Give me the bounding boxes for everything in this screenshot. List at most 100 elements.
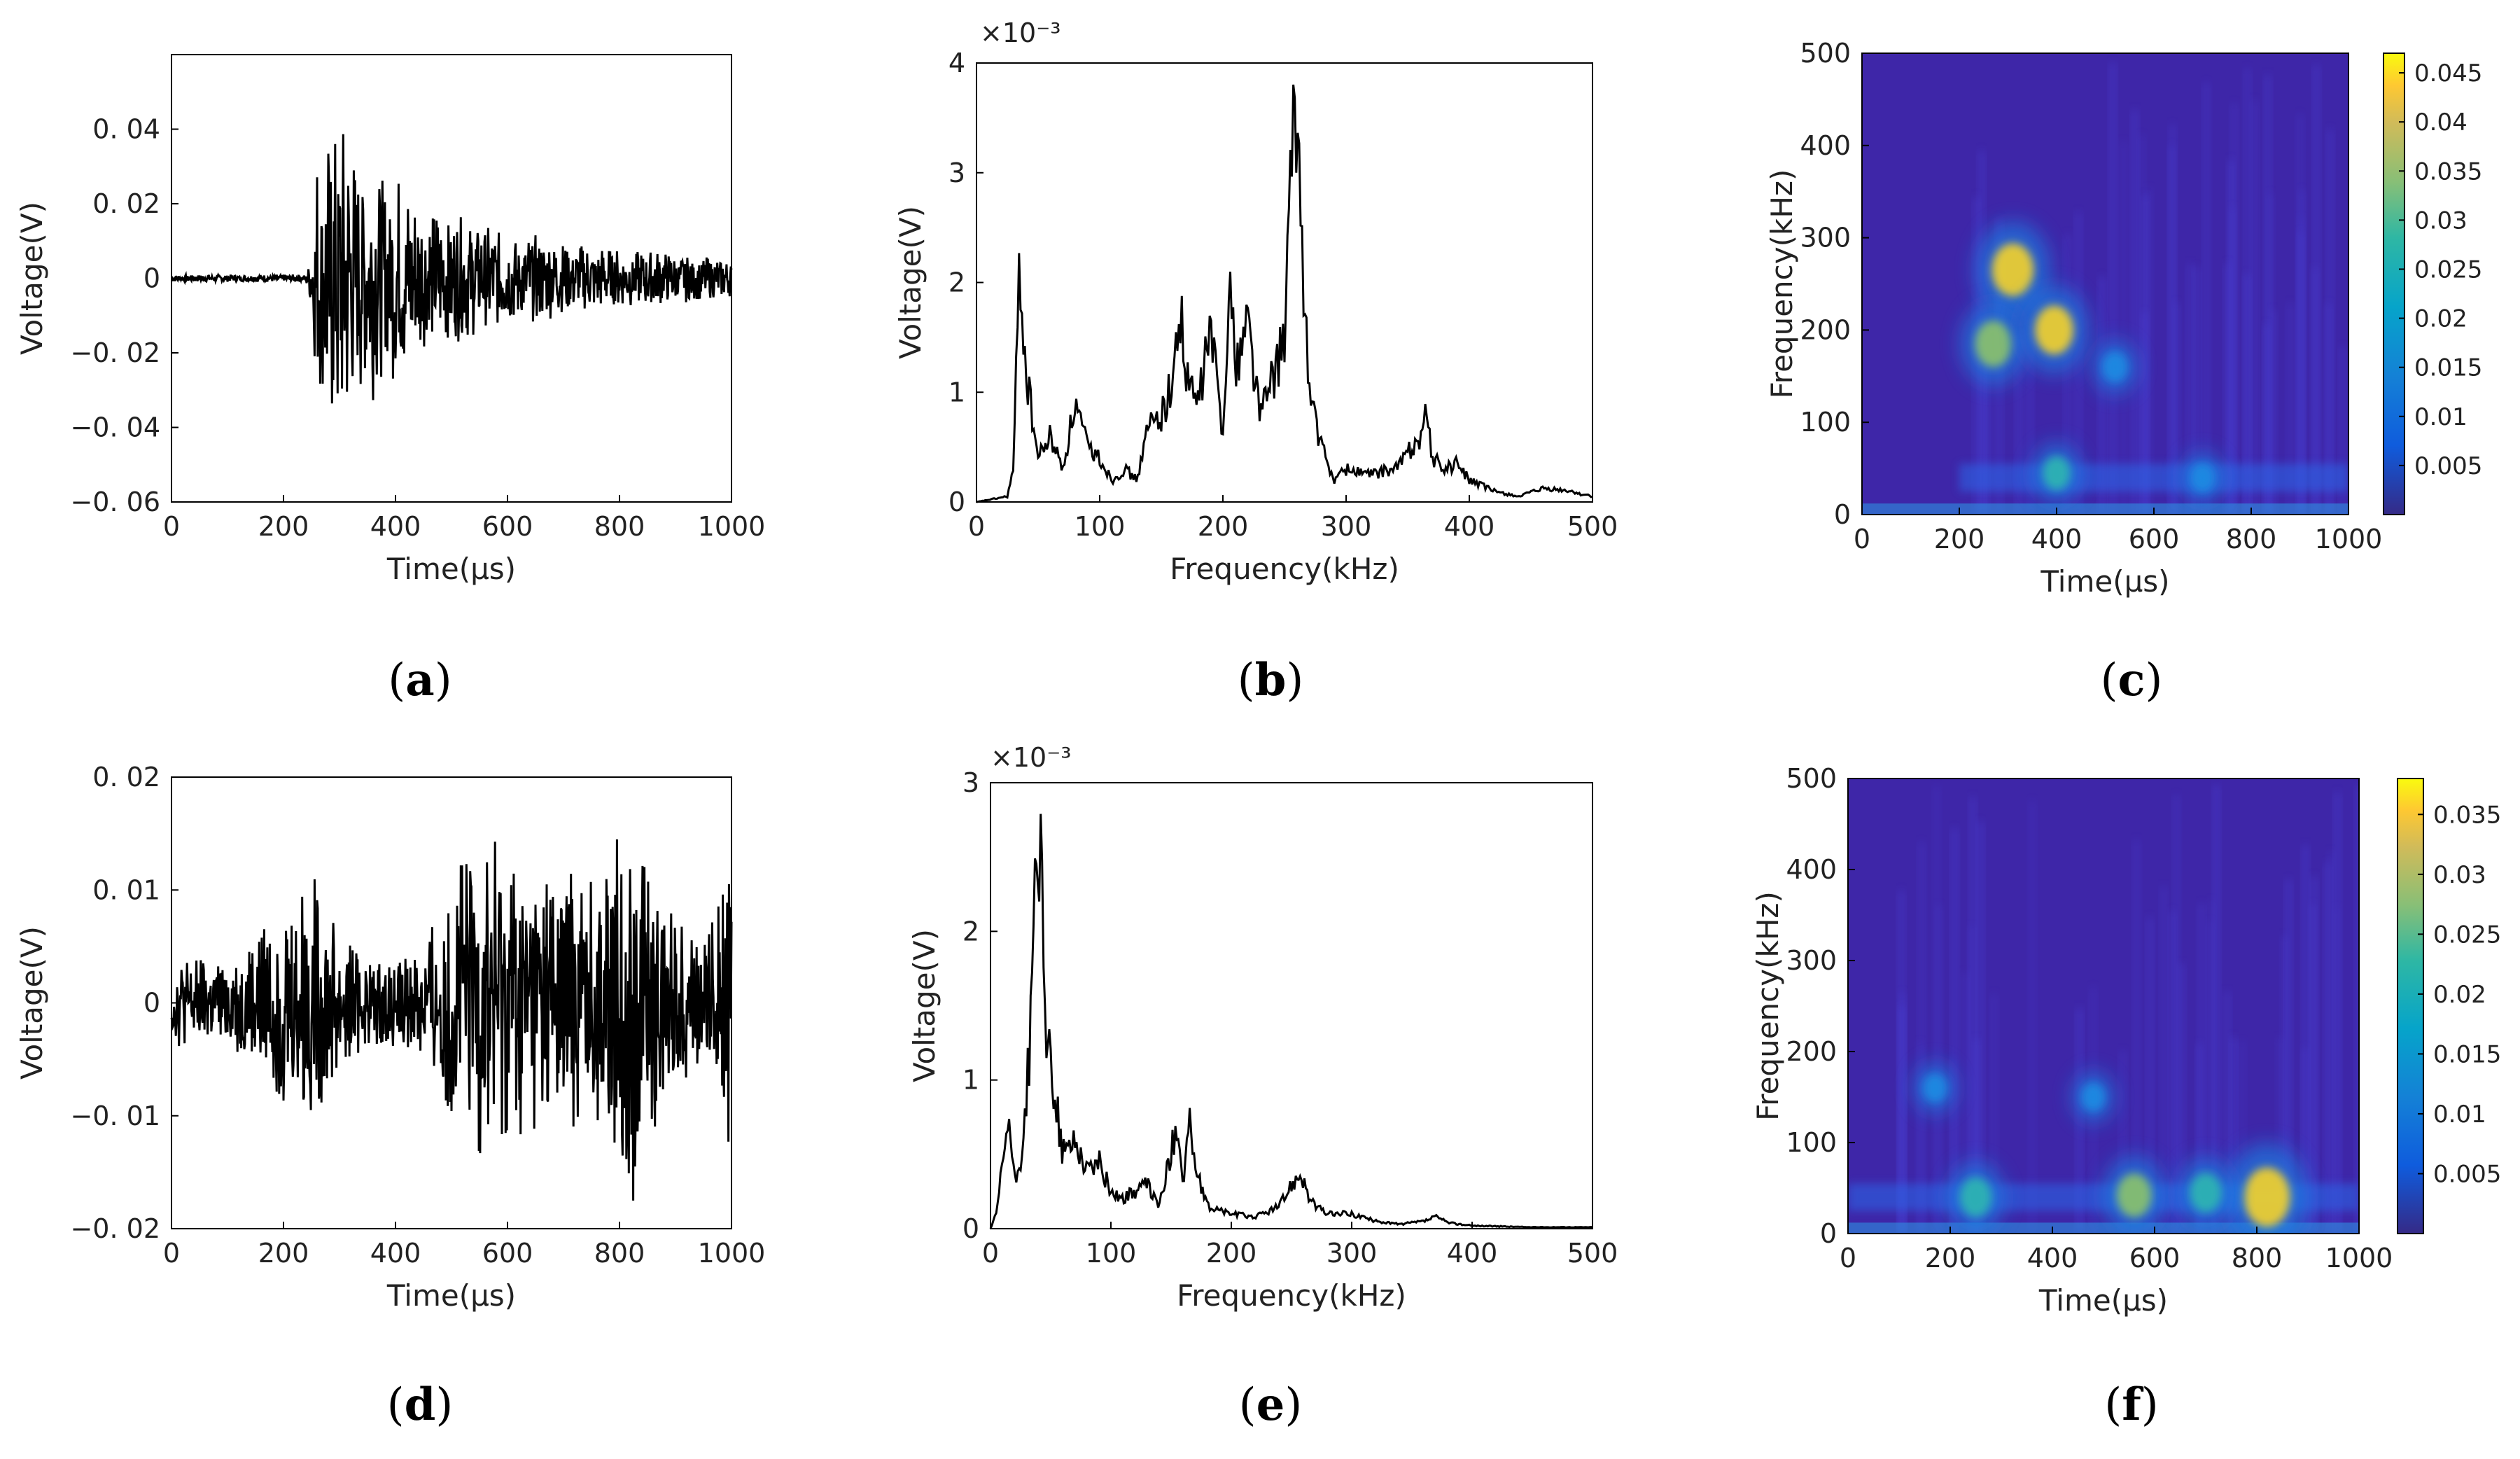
x-tick-label: 800 xyxy=(594,1238,645,1269)
x-tick-label: 200 xyxy=(1206,1238,1257,1269)
chart-a: 0 200 400 600 800 1000 −0. 06 −0. 04 −0. 02 0 0. 0… xyxy=(15,54,766,706)
x-tick-label: 1000 xyxy=(698,1238,766,1269)
caption-close-paren: ) xyxy=(2141,1379,2159,1431)
x-tick-label: 800 xyxy=(2232,1243,2283,1273)
series-line-e xyxy=(989,814,1593,1229)
heatmap-f xyxy=(1848,779,2359,1234)
heatmap-ridge xyxy=(2286,879,2292,1234)
x-tick-label: 200 xyxy=(1934,524,1985,554)
heatmap-hotspot xyxy=(2244,1167,2290,1227)
heatmap-ridge xyxy=(2016,333,2022,515)
heatmap-ridge xyxy=(2224,991,2230,1234)
y-tick-label: −0. 06 xyxy=(70,487,160,517)
y-tick-label: 0. 04 xyxy=(92,114,160,145)
colorbar-tick-label: 0.02 xyxy=(2414,305,2468,333)
heatmap-hotspot xyxy=(2034,305,2074,355)
caption-close-paren: ) xyxy=(435,1379,453,1431)
caption-open-paren: ( xyxy=(2101,655,2118,706)
chart-f: 0 200 400 600 800 1000 0 100 200 300 400 500 Time(μs… xyxy=(1751,763,2501,1431)
heatmap-ridge xyxy=(1977,821,1984,1234)
y-tick-label: 0 xyxy=(144,988,160,1019)
x-tick-label: 200 xyxy=(1925,1243,1976,1273)
heatmap-ridge xyxy=(2076,212,2082,515)
heatmap-base-band xyxy=(1862,503,2348,515)
colorbar-c: 0.005 0.01 0.015 0.02 0.025 0.03 0.035 0.04 0.04… xyxy=(2383,53,2482,515)
panel-caption: (a) xyxy=(388,654,451,706)
colorbar-f: 0.005 0.01 0.015 0.02 0.025 0.03 0.035 xyxy=(2397,778,2501,1234)
colorbar-tick-label: 0.015 xyxy=(2414,354,2482,382)
x-axis-label: Time(μs) xyxy=(2040,564,2169,599)
y-scale-multiplier: ×10⁻³ xyxy=(990,742,1071,773)
x-axis-label: Frequency(kHz) xyxy=(1170,552,1399,586)
heatmap-ridge xyxy=(2138,134,2145,515)
heatmap-ridge xyxy=(2161,886,2167,1234)
heatmap-ridge xyxy=(2132,110,2138,515)
colorbar-tick-label: 0.02 xyxy=(2433,981,2486,1009)
heatmap-band xyxy=(1959,463,2348,492)
heatmap-ridge xyxy=(1985,340,1991,515)
heatmap-ridge xyxy=(1933,786,1940,1234)
heatmap-ridge xyxy=(1970,797,1976,1234)
y-tick-label: 0 xyxy=(1834,499,1851,530)
y-tick-label: 1 xyxy=(948,377,965,407)
caption-close-paren: ) xyxy=(1284,1379,1302,1431)
y-tick-label: 100 xyxy=(1786,1127,1837,1158)
heatmap-ridge xyxy=(2213,785,2220,1234)
heatmap-ridge xyxy=(2225,263,2231,515)
y-tick-label: 3 xyxy=(948,158,965,188)
x-tick-label: 1000 xyxy=(2315,524,2383,554)
x-tick-label: 1000 xyxy=(2325,1243,2393,1273)
y-axis-label: Voltage(V) xyxy=(893,206,927,359)
heatmap-ridge xyxy=(2287,303,2293,515)
heatmap-ridge xyxy=(2064,234,2071,515)
series-line-a xyxy=(171,134,733,404)
heatmap-ridge xyxy=(2147,917,2153,1234)
heatmap-ridge xyxy=(2311,877,2317,1234)
y-tick-label: 0. 02 xyxy=(92,762,160,793)
caption-letter: a xyxy=(405,654,434,706)
panel-caption: (f) xyxy=(2104,1378,2158,1431)
heatmap-ridge xyxy=(2299,190,2305,515)
x-tick-label: 1000 xyxy=(698,511,766,542)
x-axis-label: Frequency(kHz) xyxy=(1177,1278,1406,1313)
heatmap-ridge xyxy=(2267,193,2274,515)
heatmap-ridge xyxy=(2110,62,2116,515)
heatmap-ridge xyxy=(2230,1037,2236,1234)
colorbar-tick-label: 0.025 xyxy=(2433,921,2501,949)
colorbar-tick-label: 0.01 xyxy=(2433,1101,2486,1129)
x-tick-label: 600 xyxy=(482,1238,533,1269)
heatmap-ridge xyxy=(1917,1042,1923,1234)
x-tick-label: 0 xyxy=(982,1238,999,1269)
x-tick-label: 500 xyxy=(1567,511,1618,542)
colorbar-tick-label: 0.03 xyxy=(2433,861,2486,889)
heatmap-ridge xyxy=(1980,314,1986,515)
heatmap-ridge xyxy=(2281,935,2288,1234)
series-line-d xyxy=(170,839,733,1201)
axes-frame xyxy=(1847,778,2360,1234)
x-tick-label: 100 xyxy=(1074,511,1126,542)
y-axis-label: Frequency(kHz) xyxy=(1751,891,1785,1121)
heatmap-ridge xyxy=(2029,800,2036,1234)
heatmap-hotspot xyxy=(1959,1177,1992,1217)
colorbar-tick-label: 0.035 xyxy=(2414,158,2482,186)
heatmap-ridge xyxy=(1973,1039,1980,1234)
panel-caption: (d) xyxy=(387,1378,454,1431)
x-tick-label: 200 xyxy=(258,1238,309,1269)
x-tick-label: 400 xyxy=(370,1238,421,1269)
heatmap-c xyxy=(1862,53,2348,515)
heatmap-ridge xyxy=(2251,100,2258,515)
plot-area xyxy=(976,63,1592,502)
heatmap-hotspot xyxy=(2081,1082,2106,1112)
plot-area xyxy=(990,783,1592,1229)
caption-open-paren: ( xyxy=(387,1379,405,1431)
y-tick-label: 500 xyxy=(1800,38,1851,69)
caption-open-paren: ( xyxy=(1238,655,1255,706)
heatmap-ridge xyxy=(2146,188,2152,515)
heatmap-hotspot xyxy=(2116,1173,2152,1217)
heatmap-ridge xyxy=(2277,1038,2283,1234)
heatmap-ridge xyxy=(2239,1041,2245,1234)
colorbar-tick-label: 0.025 xyxy=(2414,256,2482,284)
caption-open-paren: ( xyxy=(1239,1379,1256,1431)
colorbar-gradient xyxy=(2397,778,2424,1234)
